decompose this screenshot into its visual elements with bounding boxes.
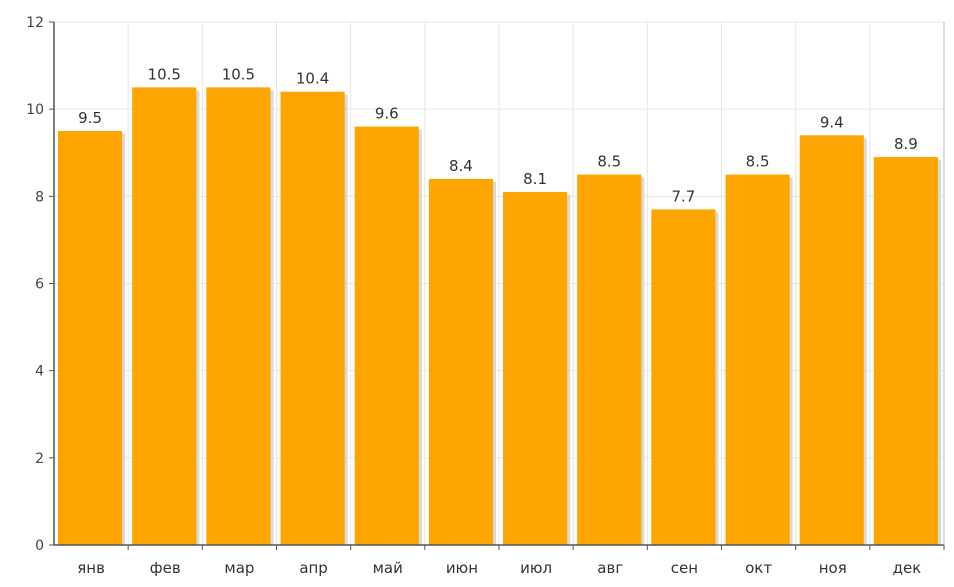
bar: [58, 130, 123, 546]
data-label: 8.5: [746, 153, 770, 171]
x-tick-label: авг: [597, 559, 623, 577]
x-tick-label: фев: [150, 559, 181, 577]
bar: [873, 157, 938, 545]
y-tick-label: 10: [26, 102, 44, 118]
bar: [577, 174, 642, 545]
y-tick-label: 12: [26, 15, 44, 31]
y-tick-label: 0: [35, 538, 44, 554]
data-label: 10.5: [222, 65, 255, 83]
bar: [428, 178, 493, 545]
bar: [799, 135, 864, 546]
bar: [651, 209, 716, 546]
y-tick-label: 4: [35, 364, 44, 380]
y-tick-label: 2: [35, 451, 44, 467]
data-label: 7.7: [671, 187, 695, 205]
y-axis-ticks: 0 2 4 6 8 10 12: [26, 15, 54, 554]
x-tick-label: июн: [446, 559, 478, 577]
bar: [354, 126, 419, 545]
data-label: 10.4: [296, 70, 329, 88]
data-label: 10.5: [148, 65, 181, 83]
data-label: 8.4: [449, 157, 473, 175]
data-label: 9.5: [78, 109, 102, 127]
data-label: 9.4: [820, 113, 844, 131]
bars: [58, 87, 941, 546]
axes: [53, 22, 945, 546]
data-label: 9.6: [375, 105, 399, 123]
x-tick-label: янв: [77, 559, 105, 577]
data-label: 8.5: [597, 153, 621, 171]
x-tick-label: ноя: [819, 559, 847, 577]
y-tick-label: 6: [35, 277, 44, 293]
bar: [503, 191, 568, 545]
x-tick-label: июл: [520, 559, 552, 577]
data-label: 8.9: [894, 135, 918, 153]
x-tick-label: мар: [224, 559, 254, 577]
bar: [725, 174, 790, 545]
bar: [280, 91, 345, 545]
x-tick-label: сен: [671, 559, 698, 577]
y-tick-label: 8: [35, 189, 44, 205]
data-labels: 9.5 10.5 10.5 10.4 9.6 8.4 8.1 8.5 7.7 8.5 9.4 8.9: [78, 65, 918, 205]
bar: [206, 87, 271, 545]
x-tick-label: дек: [893, 559, 922, 577]
x-axis-ticks: янв фев мар апр май июн июл авг сен окт ноя дек: [77, 545, 945, 577]
data-label: 8.1: [523, 170, 547, 188]
grid-lines: [54, 21, 944, 545]
x-tick-label: апр: [299, 559, 328, 577]
x-tick-label: окт: [745, 559, 772, 577]
x-tick-label: май: [373, 559, 403, 577]
bar: [132, 87, 197, 545]
